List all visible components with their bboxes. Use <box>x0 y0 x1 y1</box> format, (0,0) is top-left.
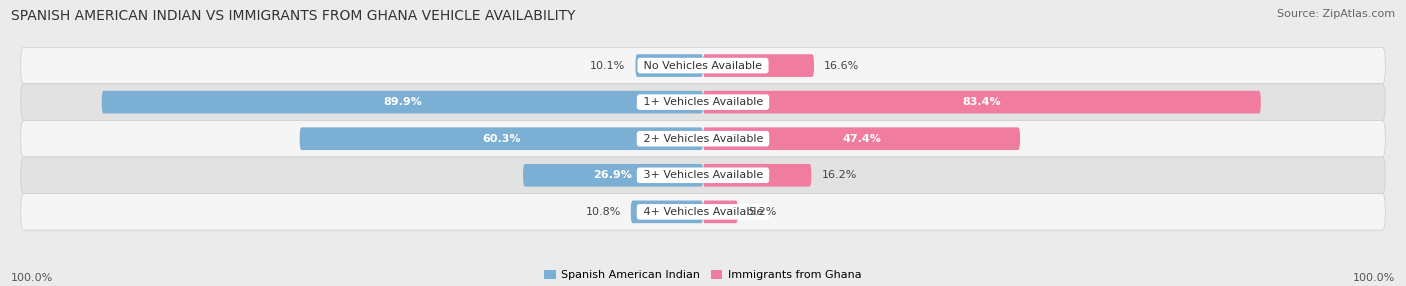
FancyBboxPatch shape <box>703 164 811 187</box>
Text: 10.8%: 10.8% <box>585 207 620 217</box>
Text: 1+ Vehicles Available: 1+ Vehicles Available <box>640 97 766 107</box>
FancyBboxPatch shape <box>21 47 1385 84</box>
Text: 100.0%: 100.0% <box>11 273 53 283</box>
FancyBboxPatch shape <box>636 54 703 77</box>
Text: 3+ Vehicles Available: 3+ Vehicles Available <box>640 170 766 180</box>
Text: Source: ZipAtlas.com: Source: ZipAtlas.com <box>1277 9 1395 19</box>
FancyBboxPatch shape <box>299 127 703 150</box>
FancyBboxPatch shape <box>101 91 703 114</box>
Text: 89.9%: 89.9% <box>382 97 422 107</box>
Text: 4+ Vehicles Available: 4+ Vehicles Available <box>640 207 766 217</box>
Text: 5.2%: 5.2% <box>748 207 776 217</box>
Text: 10.1%: 10.1% <box>591 61 626 71</box>
Text: 47.4%: 47.4% <box>842 134 882 144</box>
Text: 16.2%: 16.2% <box>821 170 856 180</box>
Text: SPANISH AMERICAN INDIAN VS IMMIGRANTS FROM GHANA VEHICLE AVAILABILITY: SPANISH AMERICAN INDIAN VS IMMIGRANTS FR… <box>11 9 575 23</box>
Text: 2+ Vehicles Available: 2+ Vehicles Available <box>640 134 766 144</box>
FancyBboxPatch shape <box>21 157 1385 194</box>
FancyBboxPatch shape <box>703 200 738 223</box>
Text: 16.6%: 16.6% <box>824 61 859 71</box>
Legend: Spanish American Indian, Immigrants from Ghana: Spanish American Indian, Immigrants from… <box>544 270 862 281</box>
FancyBboxPatch shape <box>703 127 1019 150</box>
Text: 83.4%: 83.4% <box>963 97 1001 107</box>
FancyBboxPatch shape <box>523 164 703 187</box>
FancyBboxPatch shape <box>21 120 1385 157</box>
FancyBboxPatch shape <box>21 84 1385 120</box>
Text: No Vehicles Available: No Vehicles Available <box>640 61 766 71</box>
Text: 26.9%: 26.9% <box>593 170 633 180</box>
FancyBboxPatch shape <box>21 194 1385 230</box>
Text: 100.0%: 100.0% <box>1353 273 1395 283</box>
FancyBboxPatch shape <box>703 54 814 77</box>
FancyBboxPatch shape <box>631 200 703 223</box>
Text: 60.3%: 60.3% <box>482 134 520 144</box>
FancyBboxPatch shape <box>703 91 1261 114</box>
